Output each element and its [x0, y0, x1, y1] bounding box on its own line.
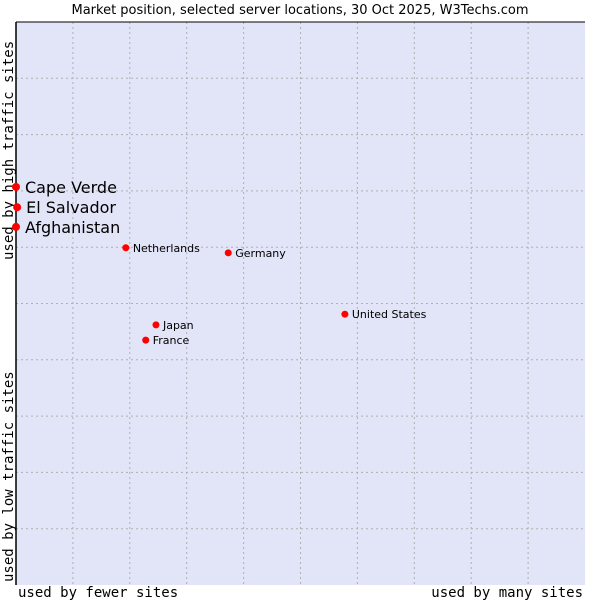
- data-point-label: Germany: [235, 247, 286, 260]
- data-point-label: Cape Verde: [25, 178, 117, 197]
- data-point-marker: [13, 203, 22, 212]
- x-label-left: used by fewer sites: [18, 585, 178, 600]
- grid: [16, 22, 585, 585]
- data-point-marker: [12, 222, 20, 231]
- data-point-marker: [142, 336, 150, 344]
- data-point-label: France: [153, 334, 190, 347]
- data-point-marker: [152, 321, 160, 329]
- data-point-marker: [12, 182, 20, 191]
- data-point-marker: [224, 249, 232, 257]
- data-point-label: Netherlands: [133, 242, 200, 255]
- data-point-marker: [122, 244, 130, 252]
- data-point-label: Afghanistan: [25, 218, 120, 237]
- x-label-right: used by many sites: [431, 585, 583, 600]
- data-point-label: United States: [352, 308, 427, 321]
- chart-title: Market position, selected server locatio…: [71, 3, 528, 18]
- data-point-label: El Salvador: [26, 198, 116, 217]
- y-label-bottom: used by low traffic sites: [1, 371, 17, 582]
- data-point-label: Japan: [162, 319, 194, 332]
- y-label-top: used by high traffic sites: [1, 41, 17, 260]
- data-point-marker: [341, 310, 349, 318]
